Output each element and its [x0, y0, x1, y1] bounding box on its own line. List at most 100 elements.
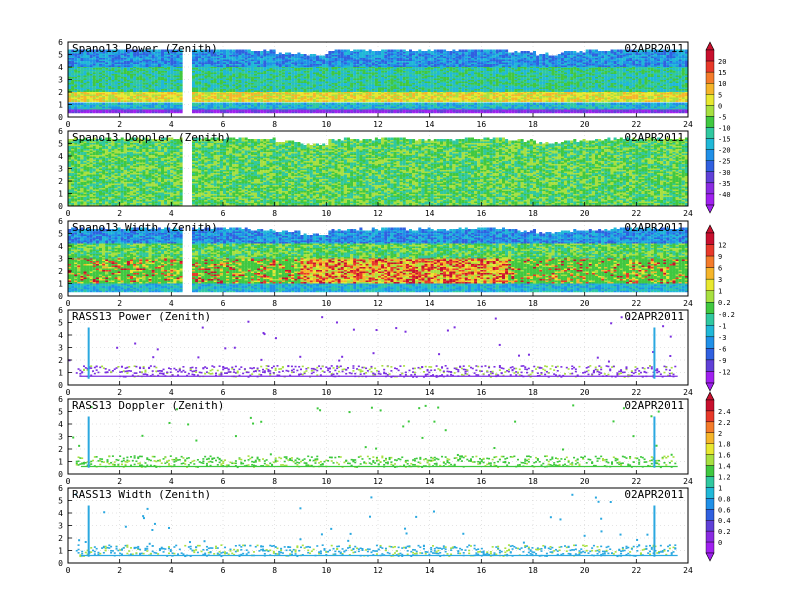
heatmap-cell [149, 103, 152, 106]
heatmap-cell [164, 103, 167, 106]
heatmap-cell [198, 103, 201, 106]
heatmap-cell [170, 103, 173, 106]
heatmap-cell [223, 50, 226, 53]
heatmap-cell [310, 54, 313, 57]
heatmap-cell [124, 103, 127, 106]
heatmap-cell [353, 50, 356, 53]
heatmap-cell [344, 50, 347, 53]
heatmap-cell [273, 103, 276, 106]
heatmap-cell [387, 103, 390, 106]
heatmap-cell [322, 56, 325, 59]
heatmap-cell [347, 103, 350, 106]
heatmap-cell [232, 50, 235, 53]
heatmap-cell [403, 103, 406, 106]
heatmap-cell [192, 103, 195, 106]
heatmap-cell [254, 103, 257, 106]
heatmap-cell [118, 103, 121, 106]
heatmap-cell [220, 103, 223, 106]
heatmap-cell [381, 50, 384, 53]
heatmap-cell [208, 103, 211, 106]
heatmap-cell [310, 103, 313, 106]
heatmap-cell [428, 103, 431, 106]
heatmap-cell [363, 103, 366, 106]
heatmap-cell [220, 50, 223, 53]
heatmap-cell [201, 103, 204, 106]
heatmap-cell [356, 50, 359, 53]
heatmap-cell [409, 103, 412, 106]
heatmap-cell [325, 54, 328, 57]
heatmap-cell [282, 103, 285, 106]
heatmap-cell [279, 53, 282, 56]
heatmap-cell [248, 103, 251, 106]
heatmap-cell [328, 103, 331, 106]
heatmap-cell [204, 103, 207, 106]
heatmap-cell [384, 103, 387, 106]
heatmap-cell [93, 103, 96, 106]
heatmap-cell [276, 103, 279, 106]
heatmap-cell [167, 103, 170, 106]
heatmap-cell [99, 103, 102, 106]
heatmap-cell [195, 103, 198, 106]
heatmap-cell [319, 56, 322, 59]
heatmap-cell [387, 50, 390, 53]
heatmap-cell [226, 50, 229, 53]
heatmap-cell [400, 50, 403, 53]
heatmap-cell [397, 103, 400, 106]
heatmap-cell [285, 53, 288, 56]
heatmap-cell [425, 51, 428, 54]
heatmap-cell [105, 103, 108, 106]
heatmap-cell [372, 103, 375, 106]
heatmap-cell [260, 51, 263, 54]
heatmap-cell [80, 103, 83, 106]
heatmap-cell [437, 103, 440, 106]
heatmap-cell [297, 103, 300, 106]
heatmap-cell [161, 103, 164, 106]
heatmap-cell [313, 103, 316, 106]
heatmap-cell [294, 103, 297, 106]
heatmap-cell [347, 50, 350, 53]
heatmap-cell [375, 103, 378, 106]
heatmap-cell [288, 103, 291, 106]
heatmap-cell [341, 50, 344, 53]
heatmap-cell [304, 103, 307, 106]
heatmap-cell [177, 103, 180, 106]
heatmap-cell [115, 103, 118, 106]
heatmap-cell [111, 103, 114, 106]
heatmap-cell [229, 50, 232, 53]
heatmap-cell [437, 50, 440, 53]
heatmap-cell [263, 103, 266, 106]
heatmap-cell [372, 51, 375, 54]
heatmap-cell [291, 54, 294, 57]
heatmap-cell [307, 103, 310, 106]
heatmap-cell [257, 103, 260, 106]
heatmap-cell [84, 103, 87, 106]
heatmap-cell [338, 50, 341, 53]
heatmap-cell [375, 51, 378, 54]
heatmap-cell [180, 103, 183, 106]
heatmap-cell [152, 103, 155, 106]
heatmap-cell [276, 54, 279, 57]
heatmap-cell [260, 103, 263, 106]
heatmap-cell [319, 103, 322, 106]
heatmap-cell [254, 51, 257, 54]
heatmap-cell [242, 103, 245, 106]
heatmap-cell [403, 50, 406, 53]
heatmap-cell [366, 51, 369, 54]
heatmap-cell [394, 50, 397, 53]
heatmap-cell [173, 103, 176, 106]
heatmap-cell [257, 51, 260, 54]
heatmap-cell [332, 103, 335, 106]
heatmap-cell [282, 54, 285, 57]
heatmap-cell [338, 103, 341, 106]
heatmap-cell [87, 103, 90, 106]
heatmap-cell [245, 50, 248, 53]
heatmap-cell [235, 50, 238, 53]
heatmap-cell [369, 50, 372, 53]
heatmap-cell [328, 51, 331, 54]
heatmap-cell [239, 103, 242, 106]
heatmap-cell [155, 103, 158, 106]
heatmap-cell [359, 103, 362, 106]
heatmap-cell [90, 103, 93, 106]
